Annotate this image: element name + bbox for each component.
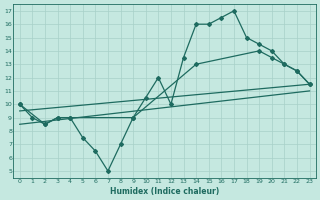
X-axis label: Humidex (Indice chaleur): Humidex (Indice chaleur) — [110, 187, 219, 196]
